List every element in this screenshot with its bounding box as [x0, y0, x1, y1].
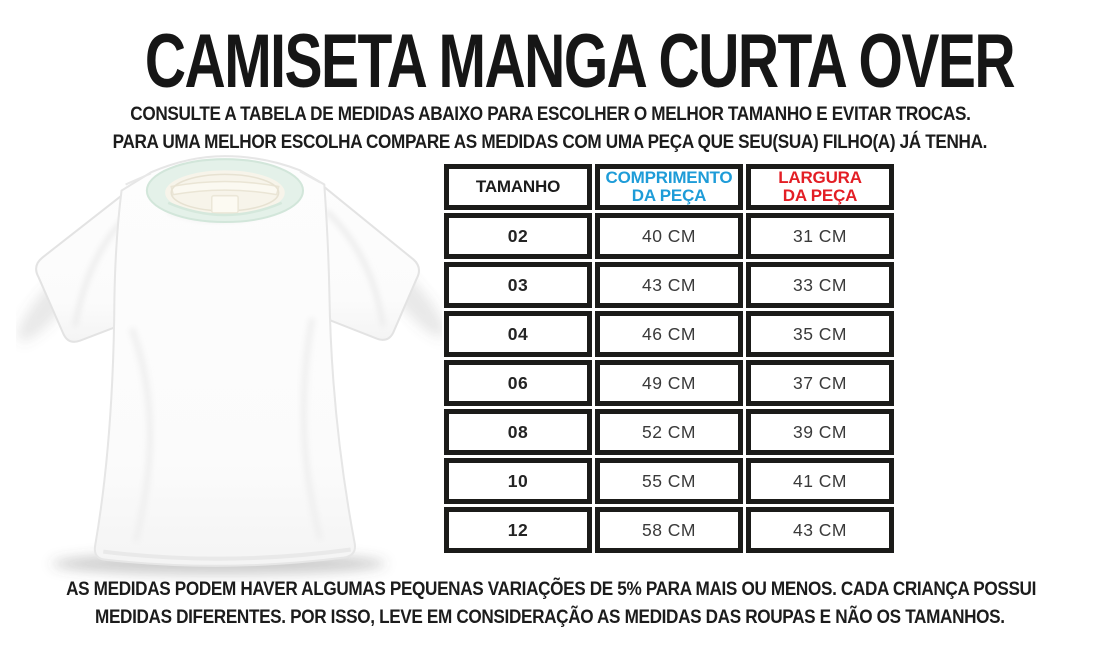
subtitle: CONSULTE A TABELA DE MEDIDAS ABAIXO PARA… [0, 101, 1100, 157]
footer-note: AS MEDIDAS PODEM HAVER ALGUMAS PEQUENAS … [0, 576, 1100, 632]
comprimento-value: 46 CM [595, 311, 743, 357]
comprimento-value: 58 CM [595, 507, 743, 553]
header-largura-line1: LARGURA [778, 168, 862, 187]
comprimento-value: 43 CM [595, 262, 743, 308]
size-value: 10 [444, 458, 592, 504]
size-value: 02 [444, 213, 592, 259]
header-row: TAMANHO COMPRIMENTO DA PEÇA LARGURA DA P… [444, 164, 894, 210]
back-neck-tape [170, 180, 280, 196]
largura-value: 37 CM [746, 360, 894, 406]
size-value: 04 [444, 311, 592, 357]
size-value: 06 [444, 360, 592, 406]
footer-line-1: AS MEDIDAS PODEM HAVER ALGUMAS PEQUENAS … [66, 578, 1037, 600]
comprimento-value: 55 CM [595, 458, 743, 504]
largura-value: 41 CM [746, 458, 894, 504]
table-row: 03 43 CM 33 CM [444, 262, 894, 308]
page-title-wrap: CAMISETA MANGA CURTA OVER [0, 24, 1100, 100]
size-table-container: TAMANHO COMPRIMENTO DA PEÇA LARGURA DA P… [441, 161, 897, 556]
shirt-body [93, 155, 357, 567]
page-title: CAMISETA MANGA CURTA OVER [144, 19, 1016, 104]
comprimento-value: 49 CM [595, 360, 743, 406]
header-largura-line2: DA PEÇA [782, 186, 858, 205]
table-row: 04 46 CM 35 CM [444, 311, 894, 357]
tshirt-illustration [17, 155, 446, 575]
header-tamanho-line1: TAMANHO [475, 177, 561, 196]
right-shoulder-seam [299, 170, 321, 184]
header-comprimento-line2: DA PEÇA [631, 186, 707, 205]
largura-value: 31 CM [746, 213, 894, 259]
footer-line-1-wrap: AS MEDIDAS PODEM HAVER ALGUMAS PEQUENAS … [0, 576, 1100, 604]
body-fold-left [128, 327, 154, 543]
largura-value: 43 CM [746, 507, 894, 553]
subtitle-line-2: PARA UMA MELHOR ESCOLHA COMPARE AS MEDID… [112, 131, 988, 153]
tshirt-image [16, 146, 446, 582]
footer-line-2: MEDIDAS DIFERENTES. POR ISSO, LEVE EM CO… [95, 606, 1005, 628]
subtitle-line-1-wrap: CONSULTE A TABELA DE MEDIDAS ABAIXO PARA… [0, 101, 1100, 129]
column-header-comprimento: COMPRIMENTO DA PEÇA [595, 164, 743, 210]
table-row: 02 40 CM 31 CM [444, 213, 894, 259]
hem-shading [103, 547, 351, 561]
comprimento-value: 52 CM [595, 409, 743, 455]
header-comprimento-line1: COMPRIMENTO [605, 168, 733, 187]
table-row: 10 55 CM 41 CM [444, 458, 894, 504]
column-header-largura: LARGURA DA PEÇA [746, 164, 894, 210]
table-row: 08 52 CM 39 CM [444, 409, 894, 455]
table-row: 12 58 CM 43 CM [444, 507, 894, 553]
body-fold-right [300, 317, 324, 541]
collar-bottom-edge [167, 201, 283, 217]
left-shoulder-seam [125, 172, 152, 186]
size-value: 03 [444, 262, 592, 308]
size-value: 08 [444, 409, 592, 455]
column-header-tamanho: TAMANHO [444, 164, 592, 210]
subtitle-line-1: CONSULTE A TABELA DE MEDIDAS ABAIXO PARA… [129, 103, 971, 125]
comprimento-value: 40 CM [595, 213, 743, 259]
right-sleeve [315, 178, 421, 341]
largura-value: 35 CM [746, 311, 894, 357]
subtitle-line-2-wrap: PARA UMA MELHOR ESCOLHA COMPARE AS MEDID… [0, 129, 1100, 157]
size-value: 12 [444, 507, 592, 553]
table-row: 06 49 CM 37 CM [444, 360, 894, 406]
left-sleeve [35, 182, 139, 343]
largura-value: 33 CM [746, 262, 894, 308]
largura-value: 39 CM [746, 409, 894, 455]
footer-line-2-wrap: MEDIDAS DIFERENTES. POR ISSO, LEVE EM CO… [0, 604, 1100, 632]
right-sleeve-crease [324, 209, 386, 327]
neck-label-tag [211, 194, 239, 214]
size-chart-table: TAMANHO COMPRIMENTO DA PEÇA LARGURA DA P… [441, 161, 897, 556]
neck-opening-interior [165, 170, 285, 215]
